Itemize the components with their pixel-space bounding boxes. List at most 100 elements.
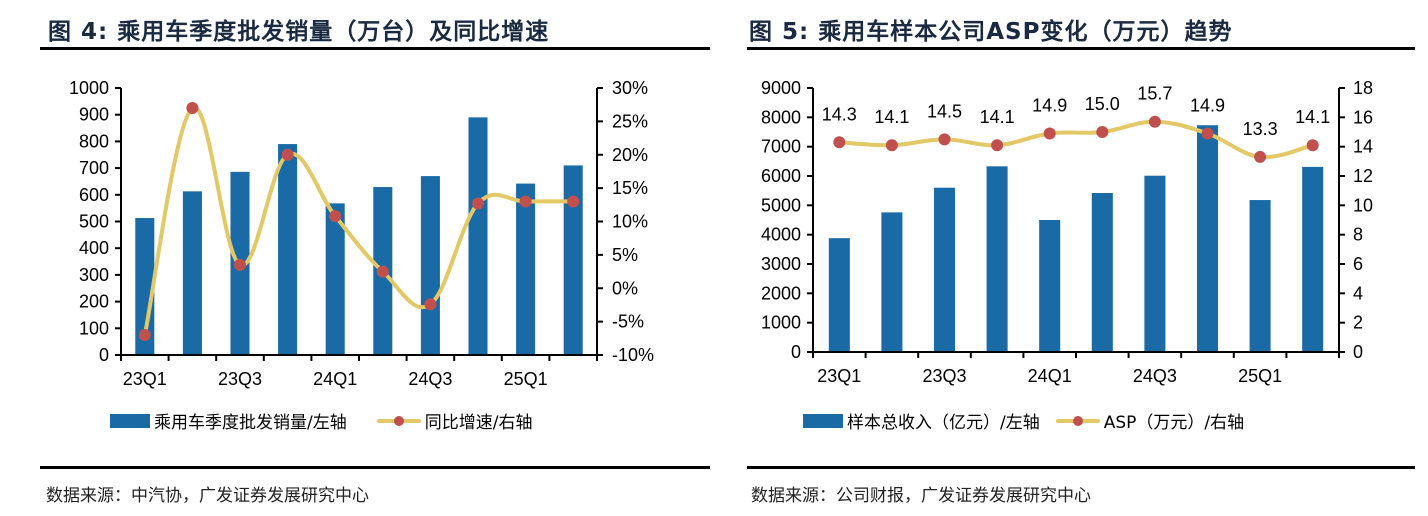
x-tick-label: 23Q3: [922, 366, 966, 386]
left-tick-label: 200: [79, 292, 109, 312]
left-tick-label: 1000: [69, 78, 109, 98]
left-tick-label: 6000: [761, 166, 801, 186]
right-tick-label: 12: [1353, 166, 1373, 186]
bar-25Q2: [1302, 166, 1324, 352]
x-tick-label: 25Q1: [504, 369, 548, 389]
left-tick-label: 300: [79, 265, 109, 285]
left-tick-label: 8000: [761, 107, 801, 127]
legend-label: ASP（万元）/右轴: [1103, 413, 1245, 433]
data-label: 14.3: [822, 104, 857, 124]
figure-5-panel: 图 5: 乘用车样本公司ASP变化（万元）趋势 0 1000 2000 3000 400…: [735, 0, 1428, 516]
left-tick-label: 0: [99, 345, 109, 365]
left-tick-label: 100: [79, 318, 109, 338]
bar-24Q3: [1144, 175, 1166, 352]
legend-bar-swatch: [803, 413, 843, 428]
bar-25Q2: [563, 165, 583, 355]
bar-23Q2: [182, 191, 202, 355]
bar-23Q1: [828, 238, 850, 352]
bar-23Q3: [933, 187, 956, 352]
x-tick-label: 24Q3: [408, 369, 452, 389]
left-tick-label: 4000: [761, 225, 801, 245]
legend-line-swatch: [1055, 414, 1100, 428]
left-tick-label: 1000: [761, 313, 801, 333]
right-tick-label: 4: [1353, 283, 1363, 303]
line-marker-24Q1: [329, 210, 342, 223]
x-tick-label: 23Q3: [218, 369, 262, 389]
bar-23Q1: [135, 218, 155, 355]
legend-item-yoy: 同比增速/右轴: [376, 408, 533, 433]
asp-chart: 0100020003000400050006000700080009000024…: [761, 78, 1373, 386]
line-marker-25Q2: [1306, 139, 1319, 152]
data-source: 数据来源：中汽协，广发证券发展研究中心: [46, 486, 369, 506]
data-label: 14.9: [1032, 95, 1067, 115]
line-marker-24Q3: [1148, 115, 1161, 128]
line-marker-23Q4: [991, 139, 1004, 152]
figure-title: 图 5: 乘用车样本公司ASP变化（万元）趋势: [749, 19, 1233, 45]
legend-label: 乘用车季度批发销量/左轴: [154, 413, 347, 433]
left-tick-label: 900: [79, 105, 109, 125]
left-tick-label: 2000: [761, 283, 801, 303]
bar-25Q1: [516, 183, 536, 355]
line-marker-23Q4: [281, 148, 294, 161]
right-tick-label: 0: [1353, 342, 1363, 362]
line-marker-24Q2: [1096, 126, 1109, 138]
title-rule: [40, 47, 710, 50]
data-label: 13.3: [1243, 119, 1278, 139]
right-tick-label: -5%: [612, 312, 644, 332]
bar-24Q4: [468, 117, 488, 355]
source-rule: [747, 466, 1415, 469]
bar-24Q1: [325, 203, 345, 355]
data-label: 15.0: [1085, 94, 1120, 114]
data-label: 15.7: [1137, 84, 1172, 104]
x-tick-label: 23Q1: [123, 369, 167, 389]
line-marker-24Q4: [472, 197, 484, 210]
bar-24Q3: [420, 176, 440, 355]
right-tick-label: 10%: [612, 212, 648, 232]
line-marker-23Q2: [885, 139, 898, 152]
x-tick-label: 25Q1: [1238, 366, 1282, 386]
legend-item-sales: 乘用车季度批发销量/左轴: [110, 408, 347, 433]
line-series: [142, 105, 576, 337]
x-tick-label: 24Q1: [313, 369, 357, 389]
legend-line-swatch: [376, 414, 421, 428]
bar-series: [135, 117, 583, 355]
line-marker-24Q2: [376, 265, 389, 278]
right-tick-label: 25%: [612, 111, 648, 131]
bar-25Q1: [1249, 200, 1271, 352]
right-tick-label: -10%: [612, 345, 654, 365]
right-tick-label: 0%: [612, 278, 638, 298]
line-marker-24Q4: [1201, 127, 1214, 140]
legend-item-asp: ASP（万元）/右轴: [1055, 408, 1245, 433]
bar-23Q2: [881, 212, 903, 352]
left-tick-label: 400: [79, 238, 109, 258]
legend: 样本总收入（亿元）/左轴 ASP（万元）/右轴: [803, 408, 1274, 433]
left-tick-label: 700: [79, 158, 109, 178]
source-rule: [40, 466, 710, 469]
data-source: 数据来源：公司财报，广发证券发展研究中心: [751, 486, 1091, 506]
x-tick-label: 24Q1: [1028, 366, 1072, 386]
line-marker-24Q3: [424, 298, 437, 311]
legend-bar-swatch: [110, 413, 150, 428]
right-tick-label: 18: [1353, 78, 1373, 98]
right-tick-label: 2: [1353, 313, 1363, 333]
line-marker-24Q1: [1043, 127, 1056, 140]
left-tick-label: 9000: [761, 78, 801, 98]
right-tick-label: 6: [1353, 254, 1363, 274]
left-tick-label: 500: [79, 212, 109, 232]
line-marker-23Q2: [186, 102, 199, 115]
legend-label: 同比增速/右轴: [424, 413, 533, 433]
left-tick-label: 5000: [761, 195, 801, 215]
right-tick-label: 15%: [612, 178, 648, 198]
line-marker-25Q2: [567, 195, 580, 208]
sales-chart: 0 100 200 300 400 500 600 700 800 900 1000 -10% -5% 0…: [69, 78, 654, 389]
line-marker-25Q1: [519, 195, 532, 208]
line-marker-23Q1: [833, 136, 846, 149]
bar-24Q2: [1091, 193, 1113, 352]
line-marker-23Q3: [938, 133, 951, 146]
left-tick-label: 3000: [761, 254, 801, 274]
data-label: 14.9: [1190, 95, 1225, 115]
line-marker-23Q1: [138, 328, 151, 341]
title-rule: [747, 47, 1415, 50]
bar-23Q4: [986, 166, 1008, 352]
data-label: 14.1: [874, 107, 909, 127]
